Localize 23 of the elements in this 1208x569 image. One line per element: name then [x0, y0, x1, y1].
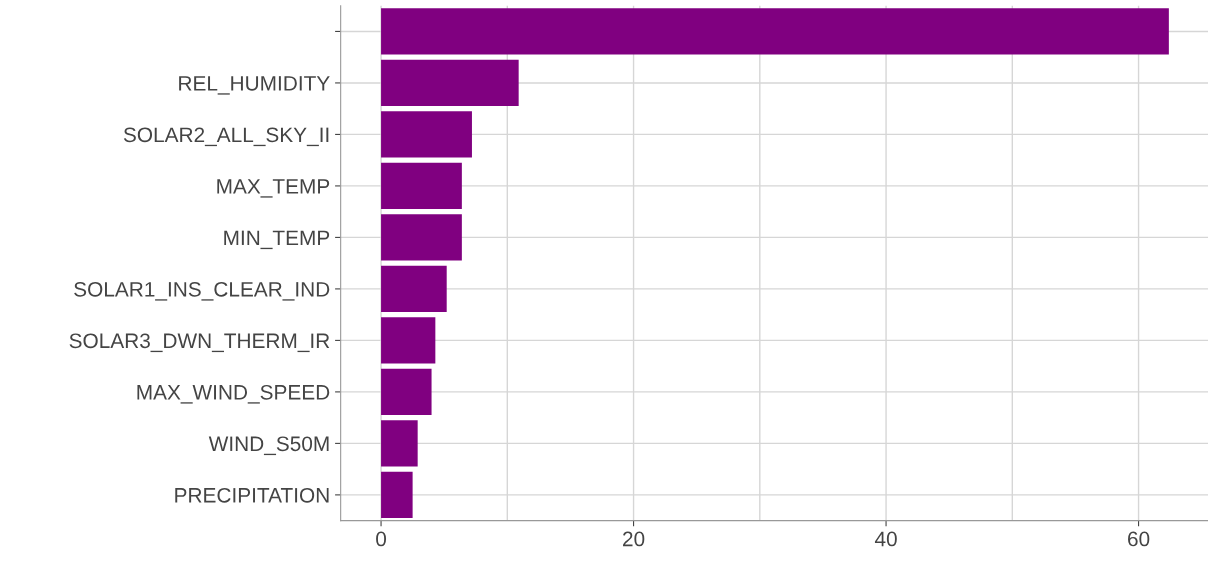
x-tick-label: 60 — [1128, 531, 1150, 547]
y-tick-label: SOLAR2_ALL_SKY_II — [123, 127, 329, 147]
x-tick-label: 40 — [874, 531, 897, 547]
bar — [381, 59, 519, 107]
bar — [381, 214, 462, 261]
x-tick-label: 0 — [376, 531, 387, 547]
bar — [381, 471, 413, 519]
y-tick-label: REL_HUMIDITY — [179, 76, 330, 95]
y-tick-label: MAX_WIND_SPEED — [137, 384, 330, 404]
bar — [381, 111, 472, 158]
x-tick-label: 20 — [623, 531, 645, 547]
bar — [381, 368, 432, 416]
bar — [381, 8, 1169, 55]
y-tick-label: MAX_TEMP — [217, 179, 330, 198]
y-tick-label: MIN_TEMP — [224, 230, 330, 250]
y-tick-label: SOLAR1_INS_CLEAR_IND — [74, 281, 330, 301]
bar — [381, 420, 418, 467]
y-tick-label: WIND_S50M — [208, 436, 329, 456]
y-tick-label: SOLAR3_DWN_THERM_IR — [69, 333, 330, 353]
bar — [381, 162, 462, 210]
bar — [381, 265, 447, 313]
y-tick-label: PRECIPITATION — [175, 487, 329, 503]
bar — [381, 317, 436, 364]
